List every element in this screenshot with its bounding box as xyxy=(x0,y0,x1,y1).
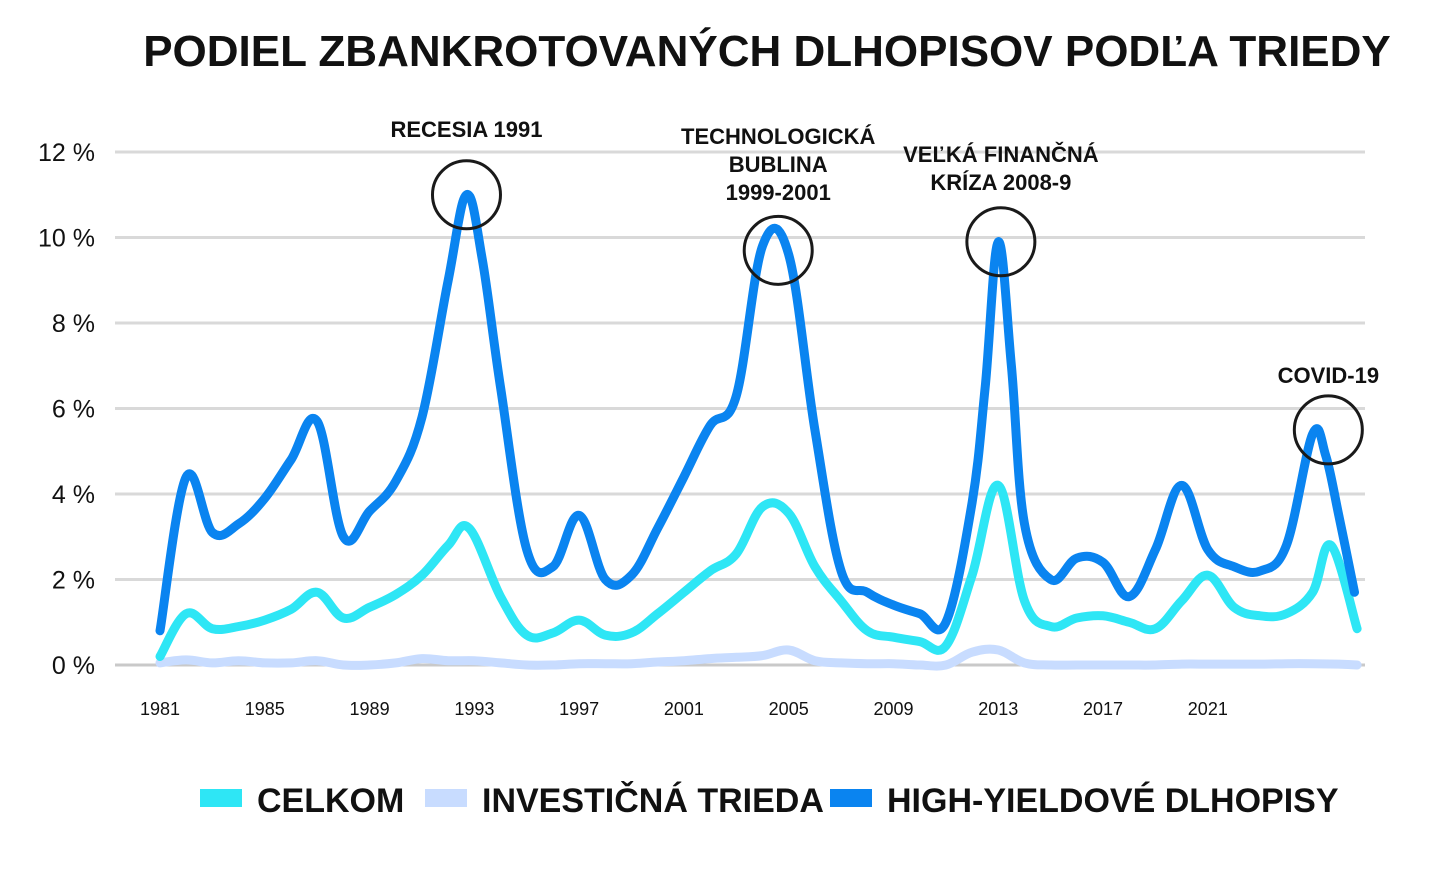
gridlines xyxy=(115,150,1365,667)
x-tick-label: 2017 xyxy=(1083,699,1123,719)
x-tick-label: 1997 xyxy=(559,699,599,719)
series-line-high-yieldov-dlhopisy xyxy=(155,190,1359,636)
y-tick-label: 12 % xyxy=(38,139,95,167)
annotation-circle xyxy=(742,214,814,286)
x-tick-label: 1993 xyxy=(454,699,494,719)
legend-swatch xyxy=(830,789,872,807)
y-tick-label: 2 % xyxy=(52,567,95,595)
series-line-celkom xyxy=(155,480,1362,661)
annotation-label: TECHNOLOGICKÁ BUBLINA 1999-2001 xyxy=(681,124,875,205)
x-axis-ticks: 1981 1985 1989 1993 1997 2001 2005 2009 2013 2017… xyxy=(140,699,1228,719)
legend-label: INVESTIČNÁ TRIEDA xyxy=(482,781,824,820)
legend: CELKOM INVESTIČNÁ TRIEDA HIGH-YIELDOVÉ DLH… xyxy=(200,781,1339,820)
x-tick-label: 1985 xyxy=(245,699,285,719)
x-tick-label: 1981 xyxy=(140,699,180,719)
chart-title: PODIEL ZBANKROTOVANÝCH DLHOPISOV PODĽA T… xyxy=(143,26,1391,76)
annotation-label: COVID-19 xyxy=(1278,363,1379,388)
x-tick-label: 2021 xyxy=(1188,699,1228,719)
legend-swatch xyxy=(200,789,242,807)
annotations: RECESIA 1991 TECHNOLOGICKÁ BUBLINA 1999-200… xyxy=(390,117,1379,466)
legend-swatch xyxy=(425,789,467,807)
y-axis-ticks: 0 % 2 % 4 % 6 % 8 % 10 % 12 % xyxy=(38,139,95,680)
y-tick-label: 10 % xyxy=(38,225,95,253)
y-tick-label: 8 % xyxy=(52,310,95,338)
series-line-investi-n-trieda xyxy=(155,644,1362,671)
series-lines xyxy=(155,190,1362,671)
x-tick-label: 2001 xyxy=(664,699,704,719)
annotation-circle xyxy=(1292,394,1364,466)
y-tick-label: 0 % xyxy=(52,652,95,680)
y-tick-label: 6 % xyxy=(52,396,95,424)
annotation-label: RECESIA 1991 xyxy=(390,117,542,142)
x-tick-label: 2013 xyxy=(978,699,1018,719)
annotation-circle xyxy=(965,206,1037,278)
x-tick-label: 2009 xyxy=(873,699,913,719)
legend-label: HIGH-YIELDOVÉ DLHOPISY xyxy=(887,782,1339,820)
x-tick-label: 1989 xyxy=(350,699,390,719)
x-tick-label: 2005 xyxy=(769,699,809,719)
annotation-circle xyxy=(430,159,502,231)
annotation-label: VEĽKÁ FINANČNÁ KRÍZA 2008-9 xyxy=(903,142,1099,195)
y-tick-label: 4 % xyxy=(52,481,95,509)
legend-label: CELKOM xyxy=(257,782,404,820)
